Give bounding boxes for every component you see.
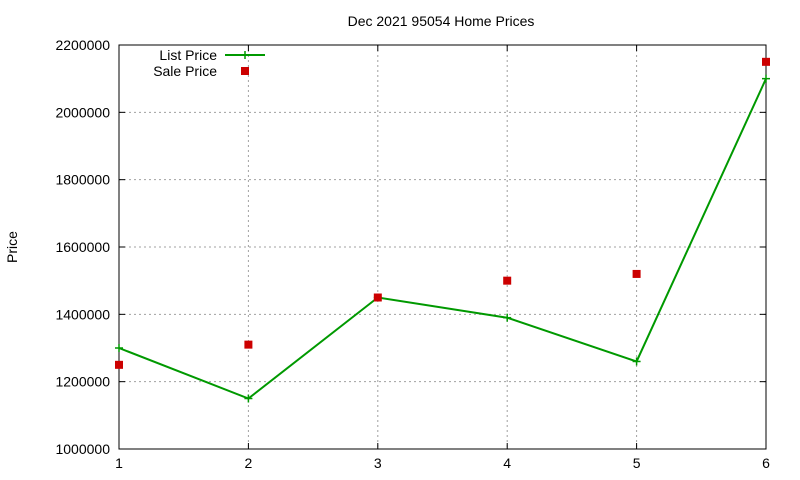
legend-key-marker xyxy=(241,67,249,75)
list-price-point xyxy=(115,344,123,352)
legend-label: Sale Price xyxy=(153,63,217,79)
y-tick-label: 1000000 xyxy=(55,441,110,457)
y-tick-label: 1200000 xyxy=(55,374,110,390)
sale-price-point xyxy=(244,340,253,349)
x-tick-label: 6 xyxy=(762,455,770,471)
x-tick-label: 5 xyxy=(633,455,641,471)
legend-key-marker xyxy=(241,51,249,59)
x-tick-label: 3 xyxy=(374,455,382,471)
sale-price-point xyxy=(632,269,641,278)
y-tick-label: 1400000 xyxy=(55,306,110,322)
x-tick-label: 1 xyxy=(115,455,123,471)
list-price-point xyxy=(632,357,641,366)
y-tick-label: 1600000 xyxy=(55,239,110,255)
x-tick-label: 2 xyxy=(245,455,253,471)
plot-series xyxy=(115,57,770,403)
x-tick-label: 4 xyxy=(503,455,511,471)
legend-label: List Price xyxy=(159,47,217,63)
y-tick-label: 2000000 xyxy=(55,104,110,120)
y-tick-label: 2200000 xyxy=(55,37,110,53)
chart-title: Dec 2021 95054 Home Prices xyxy=(348,13,535,29)
y-tick-label: 1800000 xyxy=(55,172,110,188)
axes: 1 2 3 4 5 6 1000000 1200000 1400000 1600000 180000… xyxy=(55,37,770,471)
list-price-point xyxy=(762,74,770,83)
plot-frame xyxy=(118,44,767,450)
sale-price-point xyxy=(115,360,123,369)
list-price-point xyxy=(503,313,512,322)
y-axis-label: Price xyxy=(4,231,20,263)
list-price-line xyxy=(118,78,767,400)
sale-price-point xyxy=(503,276,512,285)
list-price-point xyxy=(244,394,253,403)
sale-price-point xyxy=(762,57,770,66)
sale-price-point xyxy=(373,293,382,302)
grid xyxy=(119,45,766,449)
